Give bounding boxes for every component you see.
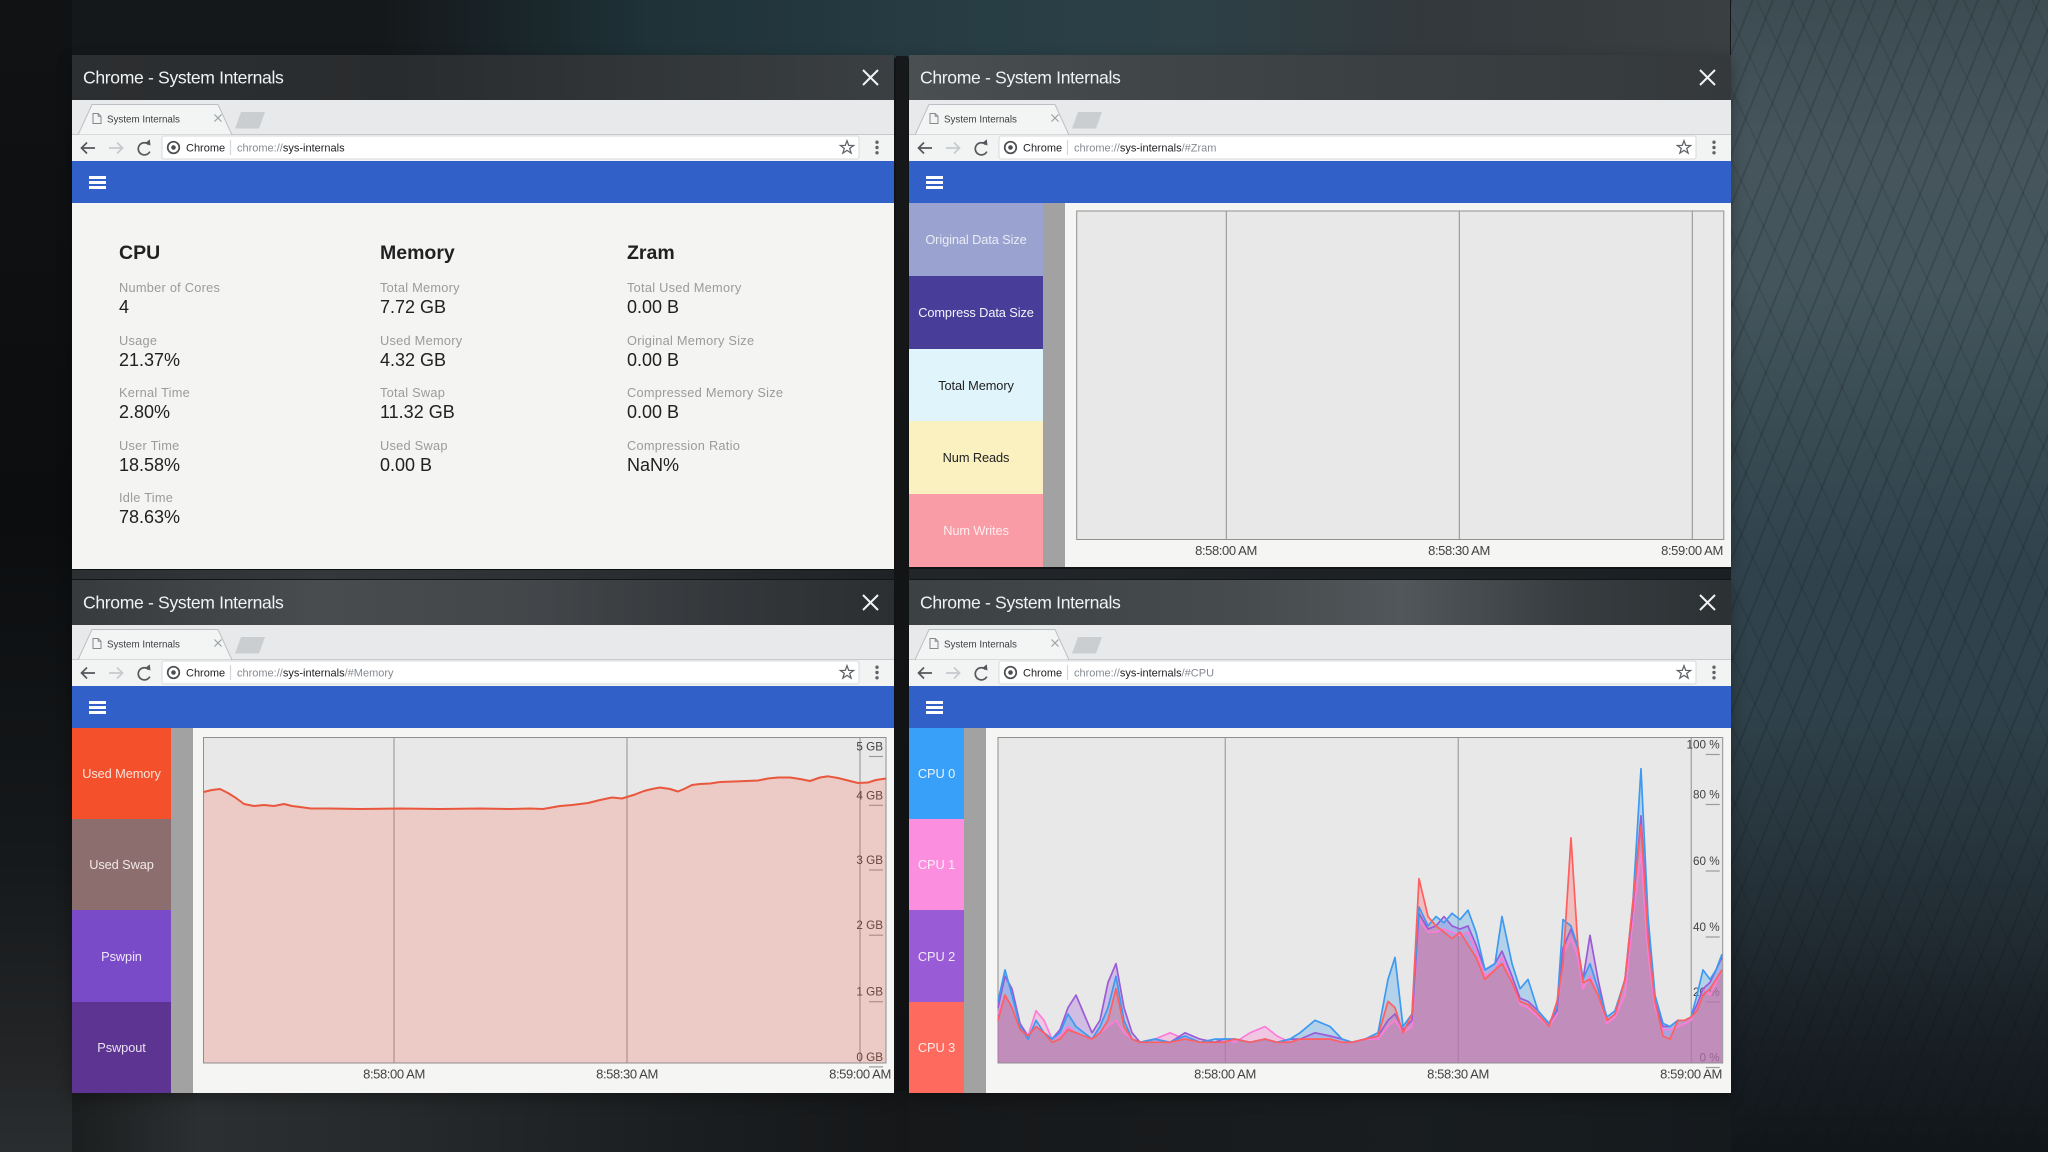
svg-text:System Internals: System Internals (107, 640, 180, 651)
svg-text:chrome://sys-internals: chrome://sys-internals (237, 143, 345, 155)
svg-text:Chrome: Chrome (1023, 143, 1062, 155)
svg-text:8:59:00 AM: 8:59:00 AM (1660, 1067, 1722, 1082)
svg-text:40 %: 40 % (1693, 921, 1720, 934)
svg-text:60 %: 60 % (1693, 855, 1720, 868)
svg-text:Chrome: Chrome (1023, 668, 1062, 680)
svg-text:5 GB: 5 GB (856, 741, 883, 754)
svg-text:chrome://sys-internals/#Zram: chrome://sys-internals/#Zram (1074, 143, 1216, 155)
svg-text:100 %: 100 % (1687, 739, 1720, 752)
svg-text:Chrome: Chrome (186, 143, 225, 155)
svg-text:Chrome: Chrome (186, 668, 225, 680)
svg-text:8:59:00 AM: 8:59:00 AM (829, 1067, 891, 1082)
svg-text:80 %: 80 % (1693, 789, 1720, 802)
svg-text:8:58:30 AM: 8:58:30 AM (1427, 1067, 1489, 1082)
svg-text:8:58:00 AM: 8:58:00 AM (1194, 1067, 1256, 1082)
svg-text:8:58:00 AM: 8:58:00 AM (363, 1067, 425, 1082)
svg-text:8:59:00 AM: 8:59:00 AM (1661, 543, 1723, 558)
svg-text:chrome://sys-internals/#CPU: chrome://sys-internals/#CPU (1074, 668, 1214, 680)
svg-text:System Internals: System Internals (944, 640, 1017, 651)
svg-text:8:58:00 AM: 8:58:00 AM (1195, 543, 1257, 558)
svg-text:System Internals: System Internals (107, 115, 180, 126)
svg-text:8:58:30 AM: 8:58:30 AM (596, 1067, 658, 1082)
svg-text:System Internals: System Internals (944, 115, 1017, 126)
svg-text:8:58:30 AM: 8:58:30 AM (1428, 543, 1490, 558)
svg-text:chrome://sys-internals/#Memory: chrome://sys-internals/#Memory (237, 668, 394, 680)
